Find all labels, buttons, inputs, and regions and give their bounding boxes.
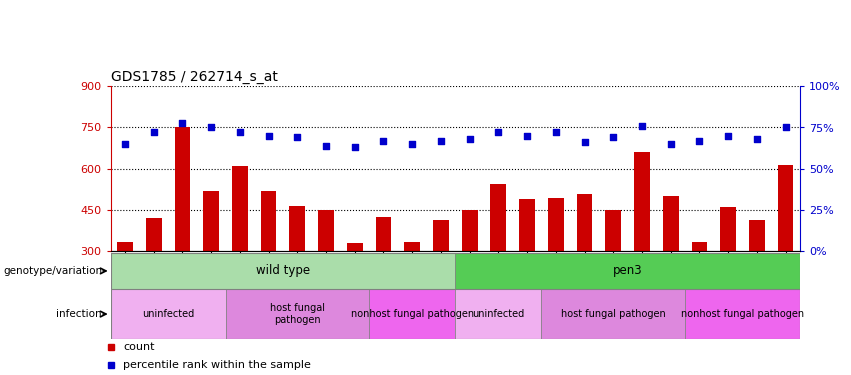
Point bbox=[147, 129, 161, 135]
Bar bbox=[369, 289, 455, 339]
Text: host fungal pathogen: host fungal pathogen bbox=[561, 309, 665, 319]
Bar bbox=[577, 194, 592, 251]
Point bbox=[635, 123, 648, 129]
Bar bbox=[541, 289, 685, 339]
Text: pen3: pen3 bbox=[613, 264, 643, 278]
Bar bbox=[146, 218, 162, 251]
Bar bbox=[455, 289, 541, 339]
Point bbox=[377, 138, 391, 144]
Text: host fungal
pathogen: host fungal pathogen bbox=[270, 303, 325, 325]
Text: GDS1785 / 262714_s_at: GDS1785 / 262714_s_at bbox=[111, 70, 277, 84]
Bar bbox=[749, 220, 765, 251]
Text: uninfected: uninfected bbox=[142, 309, 194, 319]
Bar bbox=[519, 199, 535, 251]
Bar bbox=[490, 184, 506, 251]
Point bbox=[750, 136, 763, 142]
Point bbox=[520, 133, 534, 139]
Bar bbox=[117, 242, 133, 251]
Text: infection: infection bbox=[56, 309, 102, 319]
Bar bbox=[375, 217, 391, 251]
Bar bbox=[404, 242, 420, 251]
Text: percentile rank within the sample: percentile rank within the sample bbox=[123, 360, 311, 370]
Point bbox=[319, 142, 333, 148]
Bar bbox=[226, 289, 369, 339]
Point bbox=[118, 141, 132, 147]
Bar bbox=[692, 242, 707, 251]
Text: nonhost fungal pathogen: nonhost fungal pathogen bbox=[351, 309, 474, 319]
Text: genotype/variation: genotype/variation bbox=[3, 266, 102, 276]
Point bbox=[549, 129, 563, 135]
Text: uninfected: uninfected bbox=[472, 309, 524, 319]
Point bbox=[405, 141, 419, 147]
Bar bbox=[605, 210, 621, 251]
Bar bbox=[720, 207, 736, 251]
Bar bbox=[289, 206, 306, 251]
Point bbox=[664, 141, 677, 147]
Point bbox=[204, 124, 218, 130]
Point bbox=[578, 140, 591, 146]
Bar bbox=[203, 191, 219, 251]
Bar bbox=[260, 191, 277, 251]
Bar bbox=[433, 220, 448, 251]
Bar bbox=[111, 253, 455, 289]
Bar bbox=[347, 243, 363, 251]
Point bbox=[175, 120, 189, 126]
Bar bbox=[462, 210, 477, 251]
Text: count: count bbox=[123, 342, 155, 352]
Point bbox=[348, 144, 362, 150]
Bar bbox=[232, 166, 248, 251]
Bar bbox=[634, 152, 650, 251]
Bar bbox=[111, 289, 226, 339]
Point bbox=[492, 129, 505, 135]
Point bbox=[233, 129, 247, 135]
Text: nonhost fungal pathogen: nonhost fungal pathogen bbox=[681, 309, 804, 319]
Point bbox=[779, 124, 792, 130]
Text: wild type: wild type bbox=[256, 264, 310, 278]
Point bbox=[722, 133, 735, 139]
Bar bbox=[685, 289, 800, 339]
Point bbox=[262, 133, 276, 139]
Point bbox=[290, 134, 304, 140]
Point bbox=[434, 138, 448, 144]
Bar bbox=[455, 253, 800, 289]
Bar bbox=[318, 210, 334, 251]
Bar bbox=[174, 128, 191, 251]
Bar bbox=[778, 165, 793, 251]
Bar bbox=[548, 198, 563, 251]
Point bbox=[607, 134, 620, 140]
Bar bbox=[663, 196, 678, 251]
Point bbox=[463, 136, 477, 142]
Point bbox=[693, 138, 706, 144]
